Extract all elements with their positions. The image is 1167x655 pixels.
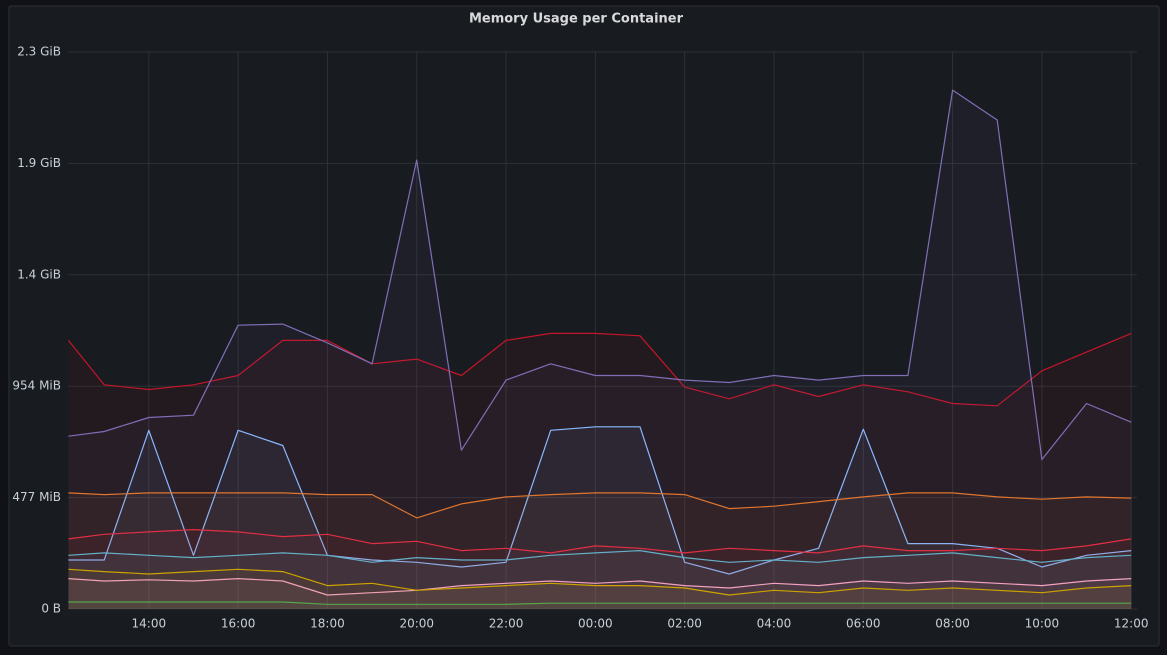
- series-line: [68, 89, 1132, 461]
- series-area: [68, 569, 1132, 609]
- x-tick-label: 14:00: [132, 617, 167, 631]
- x-tick-label: 12:00: [1114, 617, 1149, 631]
- series-area: [68, 426, 1132, 609]
- y-tick-label: 1.4 GiB: [17, 267, 61, 281]
- chart-title: Memory Usage per Container: [469, 12, 684, 27]
- y-tick-label: 477 MiB: [12, 490, 61, 504]
- y-tick-label: 1.9 GiB: [17, 156, 61, 170]
- series-area: [68, 529, 1132, 609]
- y-tick-label: 954 MiB: [12, 379, 61, 393]
- y-tick-label: 0 B: [41, 602, 61, 616]
- y-tick-label: 2.3 GiB: [17, 45, 61, 59]
- x-tick-label: 22:00: [489, 617, 524, 631]
- series-line: [68, 568, 1132, 596]
- series-line: [68, 578, 1132, 596]
- x-tick-label: 06:00: [846, 617, 881, 631]
- series-line: [68, 550, 1132, 563]
- panel: [8, 5, 1160, 647]
- x-tick-label: 00:00: [578, 617, 613, 631]
- x-tick-label: 18:00: [310, 617, 345, 631]
- series-line: [68, 529, 1132, 554]
- series-area: [68, 492, 1132, 609]
- series-line: [68, 601, 1132, 605]
- series-area: [68, 578, 1132, 609]
- series-area: [68, 333, 1132, 609]
- series-line: [68, 492, 1132, 519]
- x-tick-label: 08:00: [935, 617, 970, 631]
- x-tick-label: 04:00: [757, 617, 792, 631]
- series-line: [67, 332, 1132, 407]
- series-line: [68, 426, 1132, 575]
- x-tick-label: 16:00: [221, 617, 256, 631]
- series-area: [68, 90, 1132, 610]
- x-tick-label: 20:00: [399, 617, 434, 631]
- x-tick-label: 02:00: [667, 617, 702, 631]
- x-tick-label: 10:00: [1025, 617, 1060, 631]
